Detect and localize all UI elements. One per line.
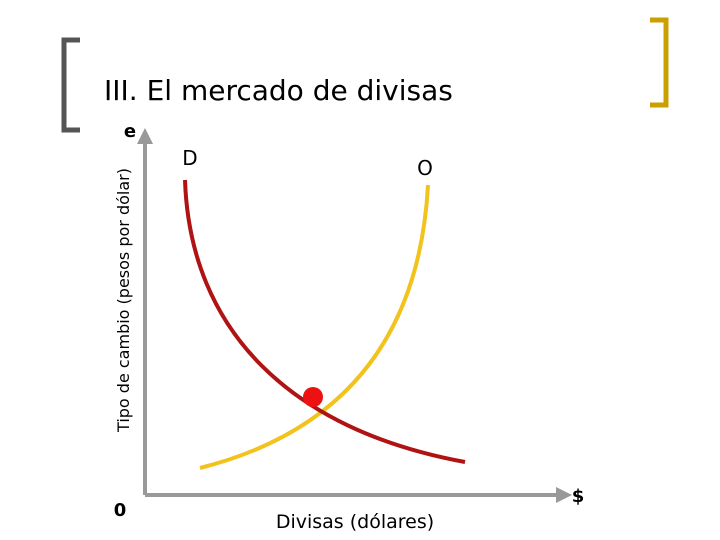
y-axis-label: Tipo de cambio (pesos por dólar) <box>114 168 133 433</box>
demand-curve <box>183 179 466 464</box>
origin-label: 0 <box>114 500 127 521</box>
right-bracket <box>650 17 669 108</box>
x-arrow <box>556 487 572 503</box>
y-arrow <box>137 128 153 144</box>
equilibrium-point <box>303 387 323 407</box>
axes <box>143 140 560 497</box>
y-axis-symbol: e <box>124 121 136 142</box>
supply-curve <box>199 184 430 470</box>
x-axis-symbol: $ <box>572 486 585 507</box>
demand-label: D <box>182 146 197 170</box>
x-axis-label: Divisas (dólares) <box>276 511 434 533</box>
slide-title: III. El mercado de divisas <box>104 74 453 107</box>
supply-label: O <box>417 156 433 180</box>
left-bracket <box>61 37 80 133</box>
